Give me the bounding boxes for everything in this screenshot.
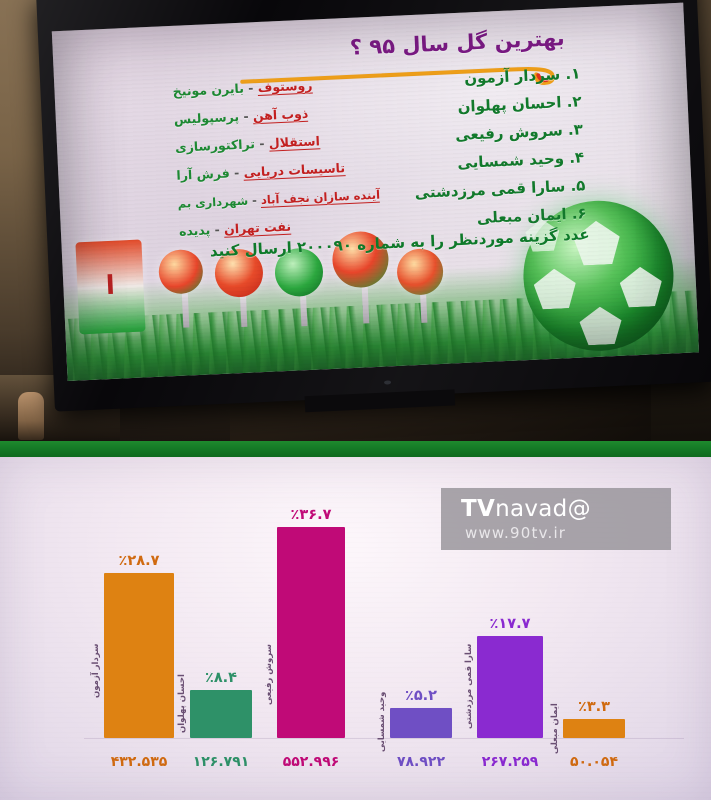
- chart-bar[interactable]: [477, 636, 543, 738]
- watermark-navad: navad: [495, 496, 568, 522]
- chart-baseline: [84, 738, 684, 739]
- watermark-site: www.90tv.ir: [465, 524, 567, 542]
- bar-percentage-label: ٪۸.۴: [204, 670, 238, 686]
- tv-screen: ا بهترین گل سال ۹۵ ؟: [51, 2, 700, 381]
- chart-bar[interactable]: [563, 719, 625, 738]
- swoosh-underline-icon: [240, 66, 555, 86]
- bar-percentage-label: ٪۵.۲: [404, 688, 438, 704]
- room-figurine: [18, 392, 44, 440]
- bar-vote-count-label: ۱۲۶.۷۹۱: [192, 754, 250, 770]
- chart-bar[interactable]: [190, 690, 252, 738]
- bar-chart: ٪۲۸.۷ سردار آزمون ۴۳۲.۵۳۵ ٪۸.۴ احسان پهلوان ۱…: [0, 457, 711, 800]
- bar-percentage-label: ٪۱۷.۷: [489, 616, 531, 632]
- bar-vote-count-label: ۲۶۷.۲۵۹: [481, 754, 539, 770]
- watermark-tv: TV: [461, 496, 496, 522]
- bar-percentage-label: ٪۳.۳: [577, 699, 611, 715]
- bar-vote-count-label: ۵۰.۰۵۴: [569, 754, 619, 770]
- screen-vignette: [52, 3, 699, 381]
- bar-percentage-label: ٪۳۶.۷: [290, 507, 332, 523]
- watermark-handle: @ TVnavad: [461, 496, 591, 522]
- tv-photograph: ا بهترین گل سال ۹۵ ؟: [0, 0, 711, 441]
- watermark: @ TVnavad www.90tv.ir: [441, 488, 671, 550]
- bar-vote-count-label: ۵۵۲.۹۹۶: [282, 754, 340, 770]
- chart-bar[interactable]: [104, 573, 174, 738]
- bar-percentage-label: ٪۲۸.۷: [118, 553, 160, 569]
- bar-vote-count-label: ۴۳۲.۵۳۵: [110, 754, 168, 770]
- chart-bar[interactable]: [390, 708, 452, 738]
- bar-vote-count-label: ۷۸.۹۲۲: [396, 754, 446, 770]
- television-set: ا بهترین گل سال ۹۵ ؟: [36, 0, 711, 424]
- chart-bar[interactable]: [277, 527, 345, 738]
- watermark-at: @: [567, 496, 591, 522]
- green-divider-band: [0, 441, 711, 457]
